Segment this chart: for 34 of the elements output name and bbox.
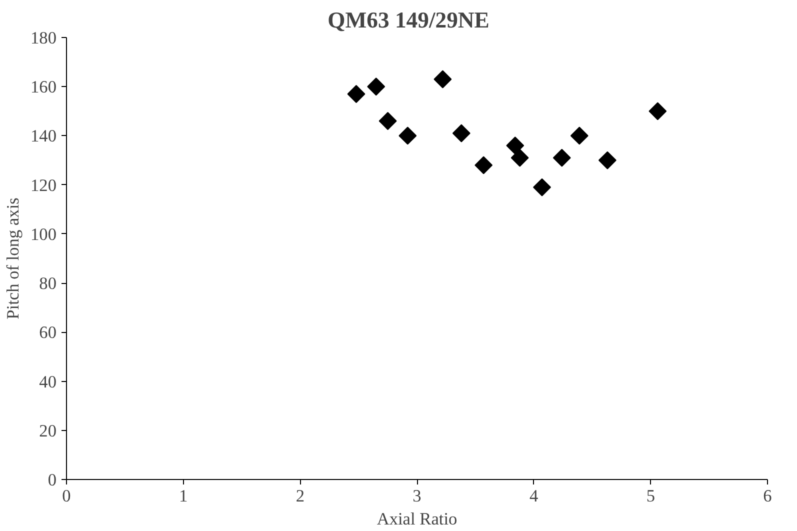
y-tick-label: 160 (30, 78, 57, 97)
x-tick-label: 0 (62, 486, 71, 506)
point (510, 148, 529, 167)
x-tick-label: 1 (179, 486, 188, 506)
point (367, 78, 386, 96)
point (378, 112, 397, 130)
point (598, 151, 616, 170)
point (452, 124, 470, 142)
point (648, 102, 667, 120)
x-tick-label: 2 (296, 486, 305, 506)
x-tick-label: 4 (530, 486, 538, 506)
point (347, 84, 366, 103)
point (434, 70, 452, 88)
point (474, 156, 493, 174)
y-tick-label: 120 (30, 176, 57, 195)
x-tick-label: 3 (412, 486, 422, 506)
chart-title: QM63 149/29NE (328, 8, 490, 32)
point (533, 178, 551, 196)
y-tick-label: 80 (39, 274, 56, 294)
x-tick-label: 5 (646, 486, 656, 506)
y-tick-label: 100 (30, 224, 57, 244)
x-axis-title: Axial Ratio (376, 510, 458, 528)
y-tick-label: 140 (30, 126, 57, 146)
point (552, 148, 571, 167)
point (398, 126, 417, 145)
y-tick-label: 0 (48, 470, 57, 490)
x-tick-label: 6 (763, 486, 772, 506)
point (570, 126, 588, 145)
y-tick-label: 60 (39, 323, 56, 342)
y-tick-label: 40 (39, 372, 56, 392)
y-axis-title: Pitch of long axis (4, 197, 23, 320)
point (506, 136, 524, 155)
y-tick-label: 20 (39, 421, 56, 440)
y-tick-label: 180 (30, 28, 57, 48)
